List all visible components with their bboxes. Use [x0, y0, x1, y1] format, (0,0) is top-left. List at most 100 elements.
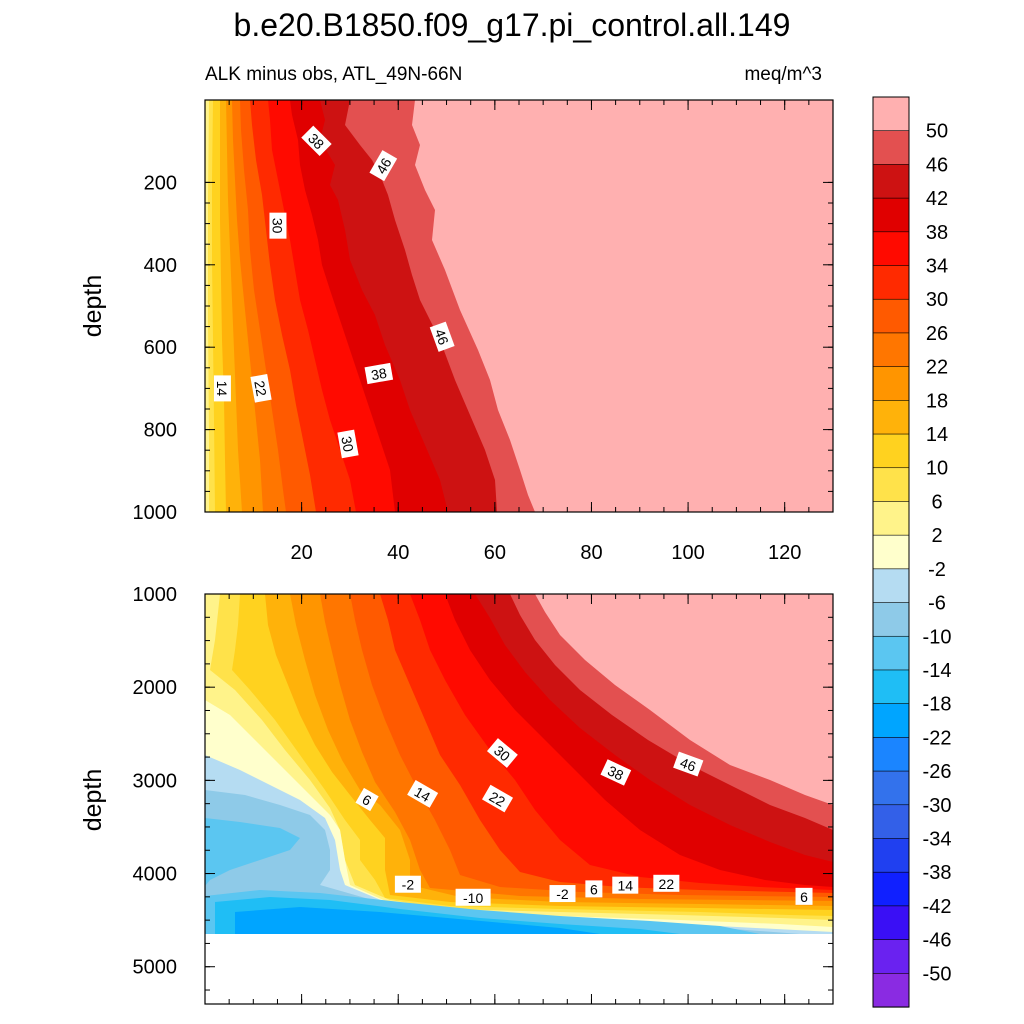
contour-label-bg [795, 887, 813, 905]
colorbar-swatch [872, 939, 910, 974]
left-subtitle: ALK minus obs, ATL_49N-66N [205, 64, 462, 85]
upper-xtick-label: 60 [484, 542, 506, 564]
upper-contour-label: 46 [429, 321, 455, 352]
contour-label-bg [337, 429, 359, 459]
upper-contour-label: 30 [269, 212, 287, 239]
contour-label-text: 22 [251, 379, 269, 397]
contour-label-text: 46 [432, 327, 452, 347]
upper-ytick-label: 400 [144, 255, 177, 277]
colorbar-swatch [872, 568, 910, 604]
colorbar-swatch [872, 298, 910, 334]
contour-label-bg [364, 362, 394, 385]
contour-label-bg [269, 212, 287, 239]
colorbar-swatch [872, 602, 910, 637]
contour-label-text: 14 [617, 878, 633, 894]
lower-no-data [205, 934, 833, 1004]
colorbar-label: -38 [923, 862, 952, 884]
contour-label-text: 30 [269, 218, 285, 234]
colorbar-swatch [872, 669, 910, 705]
colorbar-swatch [872, 467, 910, 503]
contour-label-text: 6 [590, 881, 598, 897]
colorbar-label: 38 [926, 222, 948, 244]
lower-ytick-label: 5000 [133, 957, 178, 979]
colorbar-label: 42 [926, 188, 948, 210]
lower-fill-minus22 [235, 907, 600, 934]
colorbar-label: -34 [923, 828, 952, 850]
colorbar-swatch [872, 164, 910, 199]
contour-label-bg [213, 375, 231, 402]
colorbar-label: -14 [923, 660, 952, 682]
contour-label-bg [407, 780, 439, 808]
upper-contour-label: 38 [364, 362, 394, 385]
upper-contour-label: 46 [369, 150, 398, 182]
lower-contour-label: 22 [653, 874, 680, 892]
contour-label-text: 22 [487, 788, 509, 810]
upper-xtick-label: 80 [580, 542, 602, 564]
colorbar-label: -46 [923, 930, 952, 952]
lower-ytick-label: 1000 [133, 584, 178, 606]
lower-ytick-label: 2000 [133, 677, 178, 699]
contour-label-bg [673, 751, 704, 777]
contour-label-bg [482, 784, 514, 813]
colorbar-label: 46 [926, 154, 948, 176]
contour-label-bg [455, 888, 491, 906]
colorbar-label: 30 [926, 289, 948, 311]
colorbar-label: 18 [926, 390, 948, 412]
colorbar-swatch [872, 96, 910, 132]
contour-label-text: 6 [800, 889, 808, 905]
colorbar-swatch [872, 130, 910, 166]
lower-fill-10 [205, 594, 833, 934]
lower-contour-label: 46 [673, 751, 704, 777]
contour-label-text: -2 [402, 877, 415, 893]
colorbar-label: 14 [926, 424, 948, 446]
contour-label-text: 38 [370, 365, 388, 383]
lower-y-axis-label: depth [79, 769, 107, 832]
lower-contour-labels: 30 38 46 6 14 22 -2 -10 -2 6 14 22 6 [355, 738, 813, 906]
colorbar-swatch [872, 737, 910, 772]
contour-label-text: 14 [412, 784, 434, 806]
colorbar-swatch [872, 366, 910, 401]
upper-ytick-label: 200 [144, 172, 177, 194]
colorbar-swatch [872, 231, 910, 267]
lower-contour-label: 14 [407, 780, 439, 808]
colorbar-label: -30 [923, 795, 952, 817]
contour-label-bg [612, 876, 639, 894]
contour-label-bg [486, 738, 518, 768]
upper-ticks: 200 400 600 800 1000 20 40 60 80 100 120 [133, 100, 833, 564]
colorbar-swatch [872, 635, 910, 671]
contour-label-bg [549, 885, 576, 903]
contour-label-text: -2 [556, 886, 569, 902]
colorbar-label: -42 [923, 896, 952, 918]
units-subtitle: meq/m^3 [744, 64, 822, 85]
upper-xtick-label: 120 [768, 542, 801, 564]
colorbar-swatch [872, 770, 910, 806]
contour-label-bg [301, 125, 332, 157]
contour-label-bg [355, 787, 379, 812]
colorbar-swatch [872, 197, 910, 233]
colorbar-label: 10 [926, 458, 948, 480]
upper-xtick-label: 100 [671, 542, 704, 564]
upper-contour-label: 30 [337, 429, 359, 459]
colorbar-swatch [872, 838, 910, 873]
contour-label-bg [600, 759, 632, 786]
lower-contour-label: -10 [455, 888, 491, 906]
lower-contour-label: 14 [612, 876, 639, 894]
colorbar-swatch [872, 905, 910, 941]
upper-y-axis-label: depth [79, 275, 107, 338]
lower-ytick-label: 3000 [133, 770, 178, 792]
contour-label-text: 22 [659, 876, 675, 892]
lower-fill-minus14-pool [205, 818, 300, 886]
colorbar-swatch [872, 332, 910, 368]
contour-label-text: 38 [605, 762, 626, 783]
upper-contour-label: 14 [213, 375, 231, 402]
colorbar-label: 2 [931, 525, 942, 547]
colorbar-swatch [872, 972, 910, 1008]
colorbar-swatch [872, 265, 910, 300]
colorbar-label: -26 [923, 761, 952, 783]
contour-label-bg [394, 875, 421, 893]
lower-contour-label: -2 [549, 885, 576, 903]
upper-ytick-label: 800 [144, 420, 177, 442]
colorbar-swatch [872, 871, 910, 907]
